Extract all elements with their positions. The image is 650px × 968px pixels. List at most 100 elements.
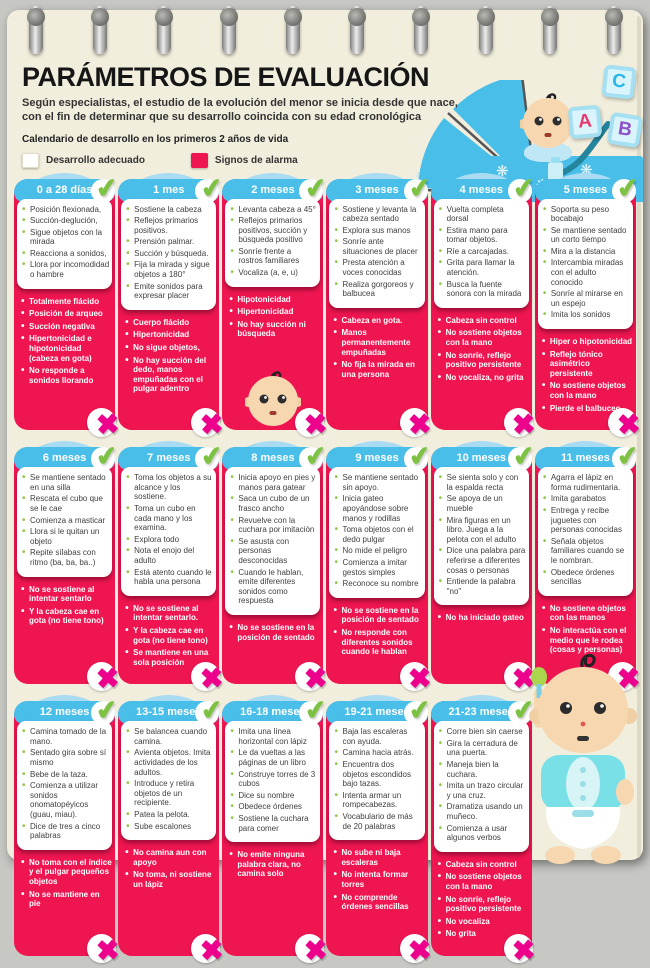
age-card: 21-23 meses ✔ Corre bien sin caerseGira … — [430, 694, 537, 967]
spiral-ring — [604, 6, 623, 54]
adequate-item: Dice de tres a cinco palabras — [21, 821, 109, 841]
adequate-list: Sostiene la cabezaReflejos primarios pos… — [125, 204, 213, 301]
adequate-item: Comienza a usar algunos verbos — [438, 823, 526, 843]
baby-face-illustration — [244, 371, 301, 427]
adequate-item: Succión y búsqueda. — [125, 248, 213, 260]
spiral-ring — [283, 6, 302, 54]
alarm-item: Cabeza sin control — [438, 315, 529, 327]
age-card: 12 meses ✔ Camina tomado de la mano.Sent… — [14, 694, 120, 967]
alarm-item: Hipertonicidad — [229, 306, 320, 318]
head — [538, 667, 628, 753]
adequate-item: Camina tomado de la mano. — [21, 726, 109, 746]
age-card-cell: 9 meses ✔ Se mantiene sentado sin apoyo.… — [326, 440, 433, 695]
adequate-item: Reacciona a sonidos, — [21, 248, 109, 260]
adequate-item: Gira la cerradura de una puerta. — [438, 738, 526, 758]
age-card-header: 12 meses — [14, 701, 116, 725]
alarm-item: Hiper o hipotonicidad — [542, 336, 633, 348]
checkmark-icon: ✔ — [198, 171, 225, 204]
alarm-item: No interactúa con el medio que le rodea … — [542, 625, 633, 655]
adequate-item: Explora sus manos — [333, 225, 421, 237]
adequate-item: Cuando le hablan, emite diferentes sonid… — [229, 567, 317, 606]
legend-item-alarm: Signos de alarma — [190, 152, 298, 168]
adequate-item: Posición flexionada, — [21, 204, 109, 216]
adequate-list: Corre bien sin caerseGira la cerradura d… — [438, 726, 526, 843]
adequate-item: Mira a la distancia — [542, 246, 630, 258]
adequate-item: Sube escalones — [125, 821, 213, 833]
adequate-item: Dice su nombre — [229, 790, 317, 802]
adequate-list: Baja las escaleras con ayuda. Camina haci… — [333, 726, 421, 831]
adequate-item: Prensión palmar. — [125, 236, 213, 248]
adequate-list: Camina tomado de la mano.Sentado gira so… — [21, 726, 109, 841]
age-card-cell: 0 a 28 días ✔ Posición flexionada,Succió… — [14, 171, 120, 441]
adequate-item: Realiza gorgoreos y balbucea — [333, 279, 421, 299]
adequate-item: Se sienta solo y con la espalda recta — [438, 472, 526, 492]
x-notch — [503, 662, 533, 692]
adequate-item: Ríe a carcajadas. — [438, 246, 526, 258]
checkmark-icon: ✔ — [615, 439, 641, 473]
age-card-cell: 4 meses ✔ Vuelta completa dorsalEstira m… — [430, 171, 537, 441]
x-icon: ✖ — [302, 408, 329, 441]
alarm-item: No sostiene objetos con la mano — [542, 380, 633, 400]
adequate-label: Desarrollo adecuado — [46, 154, 145, 166]
alarm-item: No sonríe, reflejo positivo persistente — [438, 350, 529, 370]
baby-bib — [524, 142, 572, 162]
adequate-list: Vuelta completa dorsalEstira mano para t… — [438, 203, 526, 299]
adequate-item: Nota el enojo del adulto — [125, 545, 213, 565]
foot — [545, 846, 575, 864]
adequate-item: Entiende la palabra "no" — [438, 576, 526, 596]
spiral-ring — [91, 6, 110, 54]
adequate-item: Obedece órdenes sencillas — [542, 567, 630, 587]
adequate-item: Repite sílabas con ritmo (ba, ba, ba..) — [21, 547, 109, 567]
alarm-item: No se mantiene en pie — [21, 889, 112, 909]
age-card: 16-18 meses ✔ Imita una línea horizontal… — [222, 694, 329, 967]
adequate-item: Se apoya de un mueble — [438, 493, 526, 513]
alarm-item: No sonríe, reflejo positivo persistente — [438, 894, 529, 914]
adequate-panel: Se mantiene sentado sin apoyo.Inicia gat… — [329, 467, 425, 598]
age-card: 4 meses ✔ Vuelta completa dorsalEstira m… — [430, 171, 537, 441]
adequate-panel: Imita una línea horizontal con lápizLe d… — [225, 721, 321, 843]
calendar-label: Calendario de desarrollo en los primeros… — [22, 133, 289, 145]
check-notch — [507, 701, 532, 726]
adequate-item: Revuelve con la cuchara por imitación — [229, 515, 317, 535]
adequate-list: Imita una línea horizontal con lápizLe d… — [229, 726, 317, 833]
age-card-header: 8 meses — [222, 447, 324, 471]
age-card-cell: 7 meses ✔ Toma los objetos a su alcance … — [118, 440, 224, 695]
alarm-list: Cabeza en gota.Manos permanentemente emp… — [326, 308, 427, 430]
check-notch — [507, 447, 532, 472]
adequate-list: Inicia apoyo en pies y manos para gatear… — [229, 472, 317, 606]
checkmark-icon: ✔ — [406, 171, 433, 204]
alarm-item: No fija la mirada en una persona — [333, 359, 424, 379]
adequate-item: Camina hacia atrás. — [333, 748, 421, 760]
check-notch — [195, 178, 220, 203]
check-notch — [195, 701, 220, 726]
check-notch — [403, 701, 428, 726]
alarm-item: No sostiene objetos con la mano — [438, 327, 529, 347]
adequate-item: Comienza a imitar gestos simples — [333, 557, 421, 577]
alarm-item: Manos permanentemente empuñadas — [333, 327, 424, 357]
alarm-item: Hipertonicidad — [125, 329, 216, 341]
age-card: 5 meses ✔ Soporta su peso bocabajoSe man… — [534, 171, 641, 441]
adequate-panel: Sostiene la cabezaReflejos primarios pos… — [121, 198, 217, 310]
check-notch — [403, 178, 428, 203]
spiral-ring — [27, 6, 45, 54]
adequate-item: Reflejos primarios positivos. — [125, 215, 213, 235]
alarm-item: Y la cabeza cae en gota (no tiene tono) — [125, 625, 216, 645]
checkmark-icon: ✔ — [302, 439, 329, 473]
adequate-item: Imita garabatos — [542, 493, 630, 505]
mouth — [544, 133, 552, 137]
checkmark-icon: ✔ — [94, 693, 121, 727]
adequate-item: Comienza a masticar — [21, 515, 109, 527]
alarm-item: Totalmente flácido — [21, 296, 112, 308]
adequate-item: Toma los objetos a su alcance y los sost… — [125, 472, 213, 502]
alarm-item: Cuerpo flácido — [125, 317, 216, 329]
notebook-page: ❋ ❋ ❋ ❋ ❋ ❋ C A B — [7, 6, 644, 967]
adequate-item: Sostiene y levanta la cabeza sentado — [333, 203, 421, 224]
alarm-item: No responde a sonidos llorando — [21, 365, 112, 385]
mouth — [269, 411, 277, 416]
check-notch — [91, 701, 116, 726]
checkmark-icon: ✔ — [94, 439, 121, 473]
head — [523, 98, 573, 148]
adequate-list: Sostiene y levanta la cabeza sentadoExpl… — [333, 203, 421, 299]
age-card: 13-15 meses ✔ Se balancea cuando camina.… — [118, 694, 224, 967]
x-icon: ✖ — [94, 408, 121, 441]
